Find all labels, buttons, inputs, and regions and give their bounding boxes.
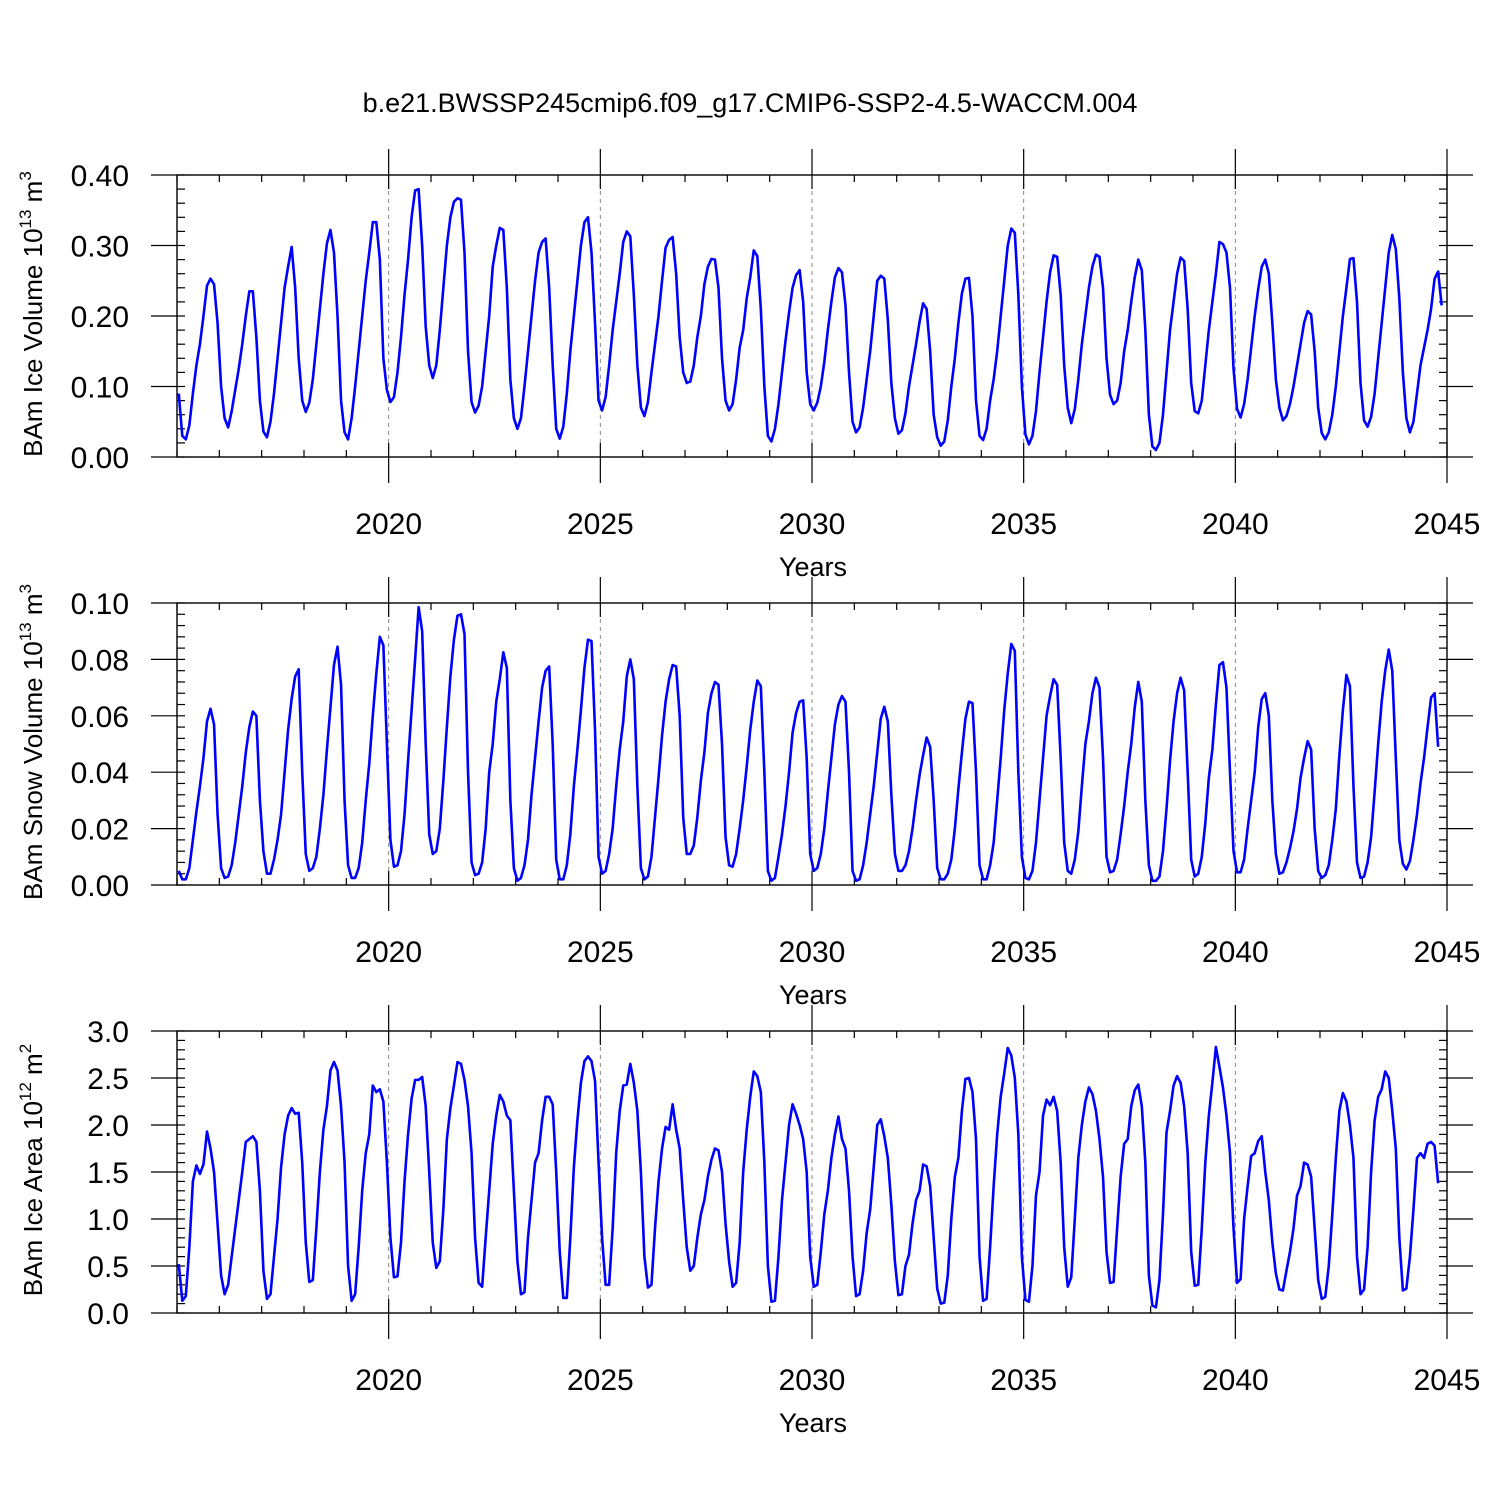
x-tick-label: 2040 xyxy=(1202,1364,1269,1397)
y-tick-label: 0.30 xyxy=(71,231,129,264)
panel-1: 0.00 0.10 0.20 0.30 0.40 2020 2025 2030 2035 2040… xyxy=(16,149,1480,582)
x-tick-label: 2040 xyxy=(1202,508,1269,541)
y-axis-label-exp: 13 xyxy=(16,622,35,641)
y-axis-label-unit: m xyxy=(18,181,48,210)
y-tick-label: 0.40 xyxy=(71,160,129,193)
plot-frame xyxy=(176,602,1448,886)
y-tick-label: 0.00 xyxy=(71,870,129,903)
x-axis-label: Years xyxy=(779,980,847,1010)
y-tick-label: 0.20 xyxy=(71,301,129,334)
x-tick-label: 2030 xyxy=(779,936,846,969)
x-tick-label: 2045 xyxy=(1414,1364,1481,1397)
y-tick-label: 0.5 xyxy=(87,1251,129,1284)
x-axis-label: Years xyxy=(779,552,847,582)
y-tick-label: 0.08 xyxy=(71,644,129,677)
y-axis-label-unit: m xyxy=(18,1053,48,1082)
x-tick-label: 2025 xyxy=(567,508,634,541)
y-tick-label: 2.0 xyxy=(87,1110,129,1143)
panel-2: 0.00 0.02 0.04 0.06 0.08 0.10 2020 2025 2030 2035… xyxy=(16,577,1480,1010)
y-axis-label-main: BAm Snow Volume 10 xyxy=(18,641,48,900)
x-tick-label: 2025 xyxy=(567,936,634,969)
y-tick-label: 0.10 xyxy=(71,588,129,621)
x-tick-label: 2020 xyxy=(355,508,422,541)
x-tick-label: 2030 xyxy=(779,1364,846,1397)
y-tick-label: 0.02 xyxy=(71,814,129,847)
y-axis-label-exp: 12 xyxy=(16,1082,35,1101)
y-axis-label: BAm Snow Volume 1013 m3 xyxy=(16,584,48,900)
chart-title: b.e21.BWSSP245cmip6.f09_g17.CMIP6-SSP2-4… xyxy=(363,88,1138,118)
y-axis-label-main: BAm Ice Volume 10 xyxy=(18,228,48,456)
y-axis-label-unit-exp: 3 xyxy=(16,584,35,593)
x-tick-label: 2040 xyxy=(1202,936,1269,969)
x-tick-label: 2020 xyxy=(355,1364,422,1397)
x-axis-label: Years xyxy=(779,1408,847,1438)
series-line xyxy=(177,605,1440,883)
y-axis-label-unit-exp: 2 xyxy=(16,1044,35,1053)
y-axis-label: BAm Ice Area 1012 m2 xyxy=(16,1044,48,1296)
y-axis-label-exp: 13 xyxy=(16,210,35,229)
y-tick-label: 0.0 xyxy=(87,1298,129,1331)
y-axis-label-main: BAm Ice Area 10 xyxy=(18,1101,48,1296)
panel-3: 0.0 0.5 1.0 1.5 2.0 2.5 3.0 2020 2025 2030 2035 204… xyxy=(16,1005,1480,1438)
y-tick-label: 0.06 xyxy=(71,701,129,734)
x-tick-label: 2035 xyxy=(990,1364,1057,1397)
x-tick-label: 2045 xyxy=(1414,936,1481,969)
y-tick-label: 0.04 xyxy=(71,757,129,790)
y-axis-label-unit-exp: 3 xyxy=(16,171,35,180)
x-tick-label: 2030 xyxy=(779,508,846,541)
series-line xyxy=(177,1045,1440,1309)
plot-frame xyxy=(176,174,1448,458)
y-tick-label: 1.5 xyxy=(87,1157,129,1190)
x-tick-label: 2035 xyxy=(990,936,1057,969)
y-tick-label: 0.00 xyxy=(71,442,129,475)
series-line xyxy=(177,187,1443,452)
y-axis-label-unit: m xyxy=(18,593,48,622)
panels: 0.00 0.10 0.20 0.30 0.40 2020 2025 2030 2035 2040… xyxy=(16,149,1480,1438)
plot-frame xyxy=(176,1030,1448,1314)
y-axis-label: BAm Ice Volume 1013 m3 xyxy=(16,171,48,457)
x-tick-label: 2025 xyxy=(567,1364,634,1397)
y-tick-label: 0.10 xyxy=(71,372,129,405)
y-tick-label: 3.0 xyxy=(87,1016,129,1049)
x-tick-label: 2045 xyxy=(1414,508,1481,541)
y-tick-label: 1.0 xyxy=(87,1204,129,1237)
x-tick-label: 2020 xyxy=(355,936,422,969)
x-tick-label: 2035 xyxy=(990,508,1057,541)
y-tick-label: 2.5 xyxy=(87,1063,129,1096)
